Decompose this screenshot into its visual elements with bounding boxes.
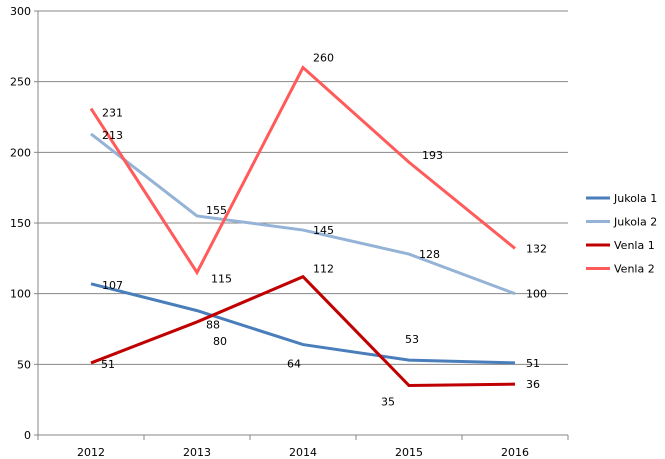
data-label: 213 [102,129,123,142]
x-tick-label: 2012 [77,446,105,459]
legend-label: Jukola 1 [613,192,657,205]
data-label: 80 [213,335,227,348]
series-line-venla-2 [89,65,516,276]
data-label: 115 [211,272,232,285]
data-label: 100 [526,288,547,301]
data-label: 53 [405,333,419,346]
y-tick-label: 0 [24,429,31,442]
axes [34,10,569,440]
x-tick-label: 2016 [501,446,529,459]
y-tick-label: 50 [17,358,31,371]
legend-label: Jukola 2 [613,216,657,229]
data-label: 88 [206,319,220,332]
data-label: 145 [313,224,334,237]
data-label: 260 [313,52,334,65]
data-label: 107 [102,279,123,292]
data-label: 51 [101,358,115,371]
data-labels: 107 88 64 53 51 213 155 145 128 100 51 80 112 35 36 231… [101,52,547,409]
data-label: 51 [526,357,540,370]
gridlines [38,10,568,436]
data-label: 64 [287,358,301,371]
data-label: 155 [206,204,227,217]
x-tick-label: 2015 [395,446,423,459]
y-tick-label: 100 [10,288,31,301]
y-tick-label: 150 [10,217,31,230]
series-line-jukola-2 [90,132,516,296]
x-axis-tick-labels: 2012 2013 2014 2015 2016 [77,446,529,459]
series-line-jukola-1 [90,282,516,365]
legend-label: Venla 1 [614,239,655,252]
y-axis-tick-labels: 0 50 100 150 200 250 300 [10,5,31,442]
data-label: 112 [313,263,334,276]
y-tick-label: 300 [10,5,31,18]
x-tick-label: 2013 [183,446,211,459]
data-label: 193 [422,149,443,162]
data-label: 128 [419,248,440,261]
legend: Jukola 1 Jukola 2 Venla 1 Venla 2 [586,192,657,276]
data-label: 36 [526,378,540,391]
series-lines [89,65,516,388]
data-label: 132 [526,242,547,255]
data-label: 231 [102,107,123,120]
series-line-venla-1 [90,274,516,388]
y-tick-label: 200 [10,146,31,159]
x-tick-label: 2014 [289,446,317,459]
legend-label: Venla 2 [614,263,655,276]
data-label: 35 [381,396,395,409]
y-tick-label: 250 [10,76,31,89]
